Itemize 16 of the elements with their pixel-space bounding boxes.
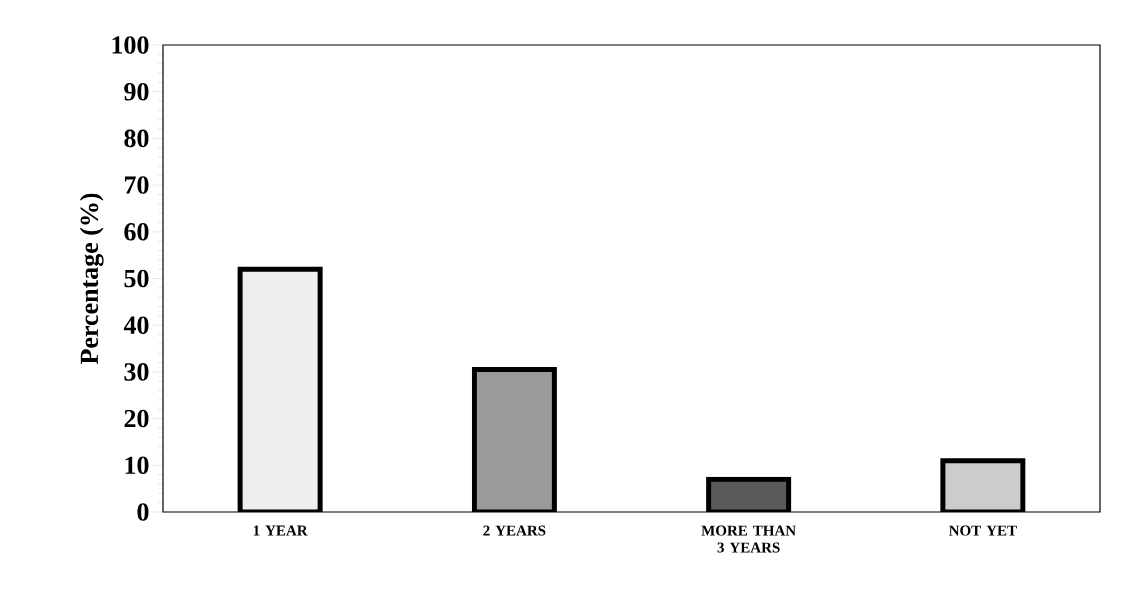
y-tick-label: 30 (124, 363, 149, 381)
x-tick-label: NOT YET (948, 525, 1017, 536)
y-tick-label: 100 (112, 36, 149, 54)
y-tick-label: 0 (137, 503, 149, 521)
y-tick-label: 50 (124, 269, 149, 288)
x-tick-label: 2 YEARS (483, 525, 546, 536)
x-tick-label: MORE THAN 3 YEARS (701, 525, 796, 553)
y-tick-label: 10 (125, 456, 149, 475)
y-axis-title: Percentage (%) (79, 193, 104, 365)
y-tick-label: 20 (124, 409, 149, 428)
y-tick-label: 90 (124, 82, 149, 101)
y-tick-label: 40 (123, 316, 149, 334)
y-tick-label: 60 (124, 223, 149, 241)
y-tick-label: 80 (124, 129, 149, 148)
x-tick-label: 1 YEAR (253, 525, 308, 536)
y-tick-label: 70 (124, 176, 149, 194)
